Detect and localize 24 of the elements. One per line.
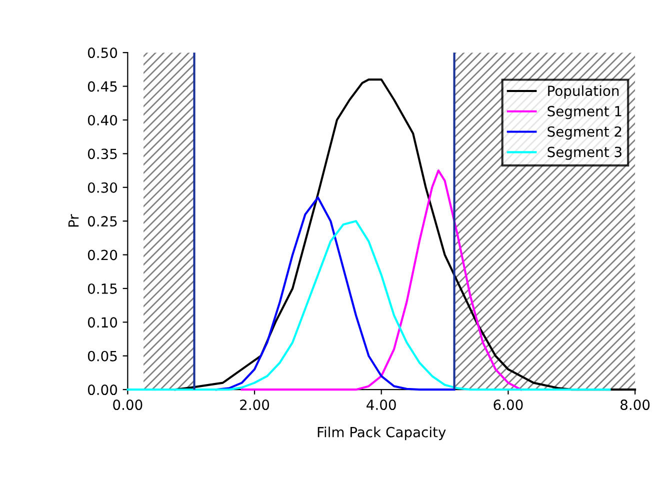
legend-label: Segment 2	[548, 126, 622, 140]
y-tick-label: 0.50	[88, 48, 118, 58]
y-tick-label: 0.30	[88, 182, 118, 193]
x-tick-label: 6.00	[494, 400, 523, 410]
x-axis-title: Film Pack Capacity	[318, 426, 446, 440]
legend-label: Population	[548, 85, 619, 99]
y-tick-label: 0.10	[88, 317, 118, 328]
x-tick-label: 8.00	[620, 400, 650, 410]
x-tick-label: 0.00	[113, 400, 142, 410]
y-tick-label: 0.20	[88, 250, 118, 260]
legend-label: Segment 1	[548, 106, 622, 120]
y-tick-label: 0.05	[88, 350, 117, 362]
y-tick-label: 0.15	[88, 283, 117, 294]
y-axis-title: Pr	[68, 214, 79, 227]
x-tick-label: 2.00	[240, 400, 270, 410]
line-series	[240, 169, 522, 391]
y-tick-label: 0.35	[88, 148, 117, 160]
y-tick-label: 0.25	[88, 216, 117, 227]
line-series	[126, 220, 611, 391]
legend-label: Segment 3	[548, 146, 622, 160]
y-tick-label: 0.00	[88, 384, 118, 396]
y-tick-label: 0.40	[88, 114, 118, 126]
x-tick-label: 4.00	[366, 400, 396, 410]
y-tick-label: 0.45	[88, 81, 117, 92]
